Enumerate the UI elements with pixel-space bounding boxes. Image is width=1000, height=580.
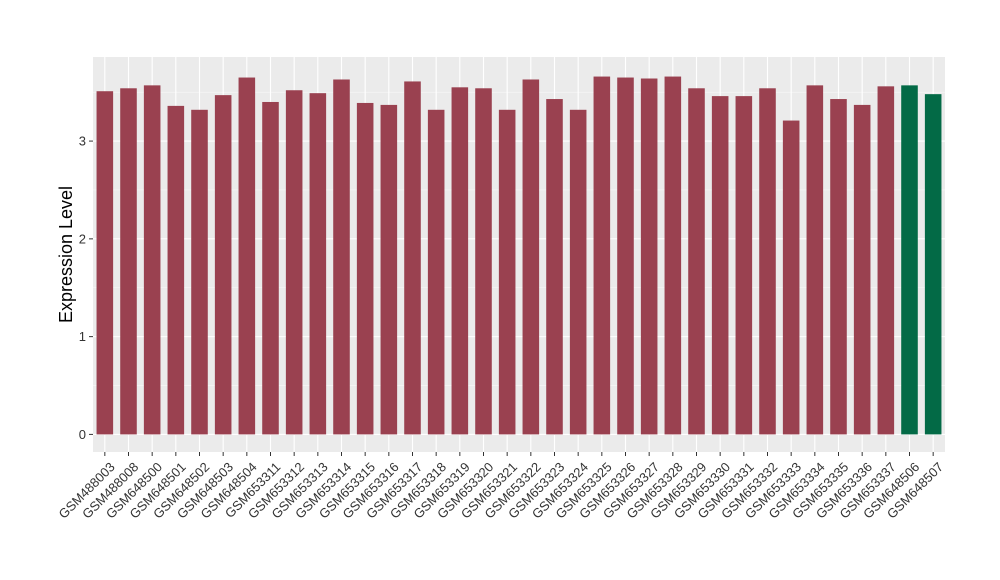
y-tick-label: 2 [79,231,86,246]
bar-GSM653325 [593,76,611,435]
bar-GSM648506 [901,85,918,435]
y-tick-label: 1 [79,329,86,344]
bar-GSM653317 [404,81,421,435]
bar-GSM653334 [806,85,824,435]
bar-GSM653336 [853,104,871,435]
minor-gridlines [93,91,945,386]
bar-GSM648501 [167,105,185,435]
y-tick-label: 3 [79,134,86,149]
bar-GSM653324 [569,109,587,435]
bar-GSM648507 [924,94,942,435]
bar-GSM653320 [475,88,492,435]
bar-GSM648504 [238,77,256,435]
bar-GSM653332 [759,88,776,435]
bar-GSM488008 [120,88,137,435]
y-tick-label: 0 [79,427,86,442]
bar-GSM653331 [735,96,753,435]
bar-GSM653322 [522,79,540,435]
bar-GSM653328 [664,76,682,435]
bar-GSM653313 [309,93,327,435]
bar-GSM648503 [214,95,232,435]
bar-GSM653311 [262,101,279,435]
bar-GSM653316 [380,104,398,435]
bar-GSM653335 [830,99,847,435]
bar-GSM653321 [498,109,516,435]
bar-GSM653333 [782,120,800,435]
bar-GSM653315 [356,102,374,435]
bar-GSM653326 [617,77,634,435]
bar-GSM653312 [285,90,303,435]
bar-GSM653329 [688,88,705,435]
y-axis: 0 1 2 3 [79,134,93,442]
x-axis: GSM488003GSM488008GSM648500GSM648501GSM6… [56,452,946,522]
plot-panel [93,57,945,452]
bar-GSM488003 [96,91,114,435]
bar-GSM648500 [143,85,161,435]
bar-GSM653337 [877,86,895,435]
bar-GSM653318 [427,109,445,435]
bar-GSM653327 [640,78,658,435]
bar-GSM653319 [451,87,469,435]
bar-GSM653314 [333,79,350,435]
bar-GSM653323 [546,99,563,435]
bars [96,76,942,435]
bar-GSM653330 [711,96,729,435]
bar-GSM648502 [191,109,208,435]
y-axis-title: Expression Level [56,186,76,323]
